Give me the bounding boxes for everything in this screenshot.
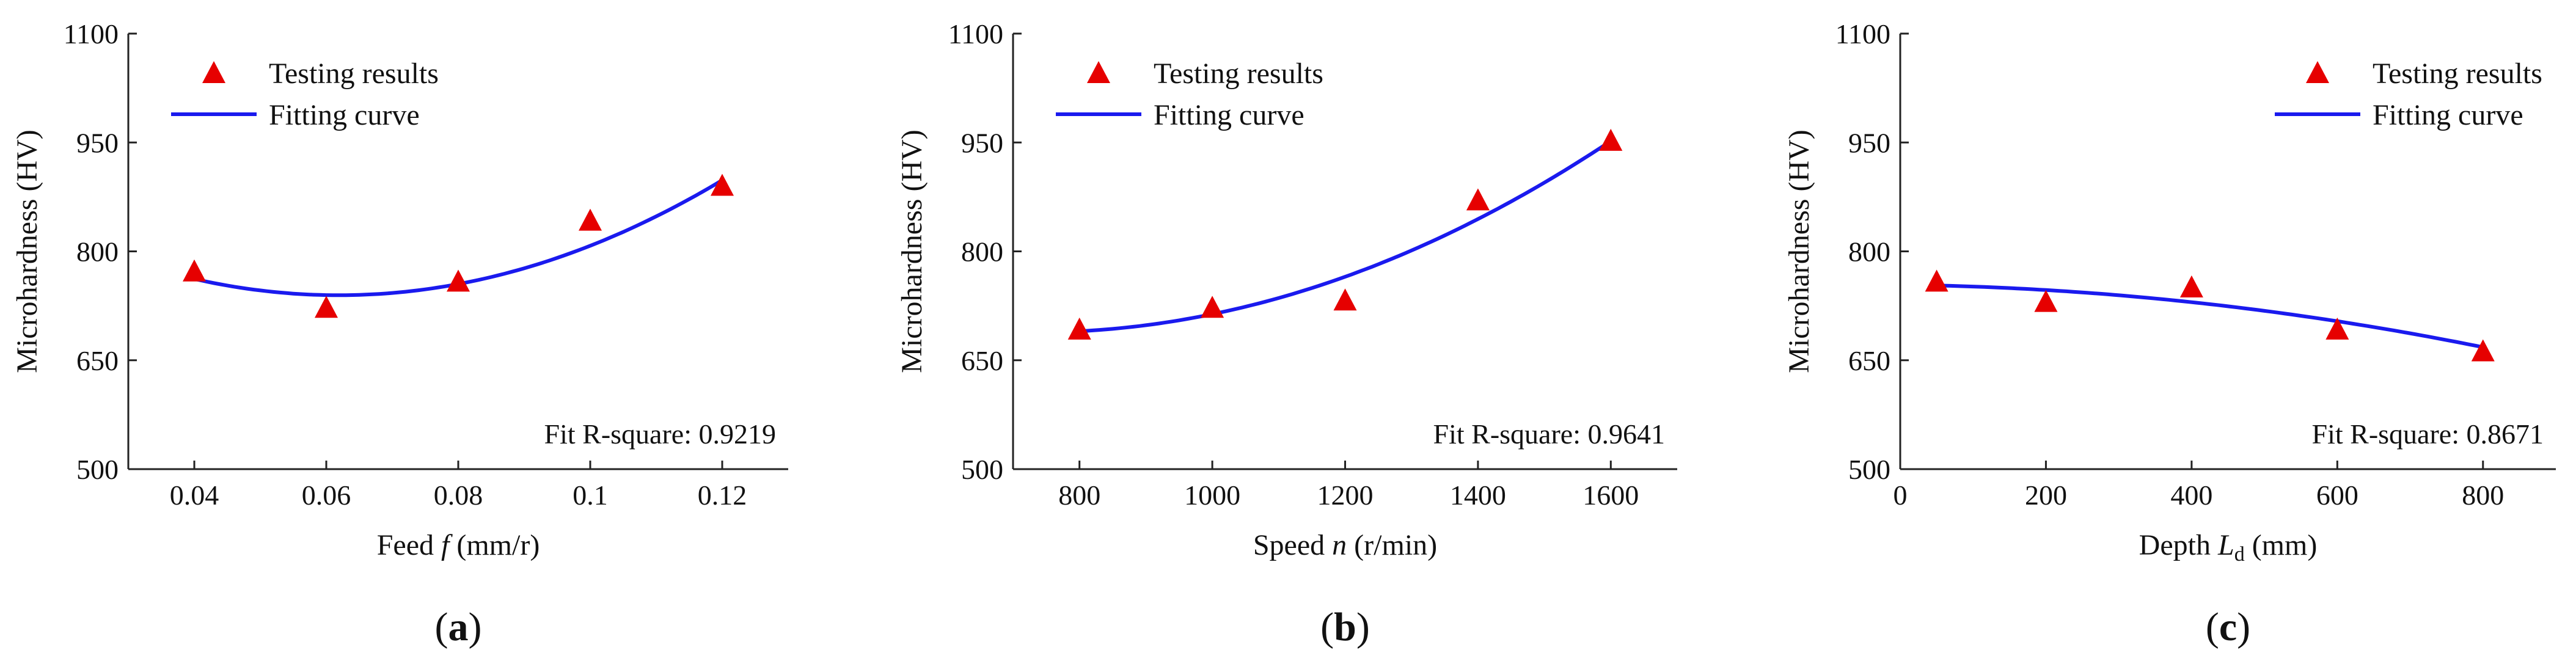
fitting-curve-line xyxy=(1936,283,2484,349)
legend-marker-icon xyxy=(1087,61,1110,83)
r-square-annotation: Fit R-square: 0.9219 xyxy=(544,418,776,450)
x-axis-title: Speed n (r/min) xyxy=(1253,529,1437,561)
testing-result-point xyxy=(711,173,734,196)
panel-label-close-paren: ) xyxy=(2237,605,2250,649)
x-tick-label: 800 xyxy=(1058,480,1100,511)
fitting-curve-line xyxy=(1079,139,1612,334)
testing-result-point xyxy=(1067,317,1091,340)
testing-result-point xyxy=(1201,296,1224,318)
x-axis-title-suffix: (mm) xyxy=(2245,529,2318,561)
r-square-annotation: Fit R-square: 0.9641 xyxy=(1433,418,1665,450)
x-tick-label: 1200 xyxy=(1317,480,1374,511)
testing-result-point xyxy=(1599,128,1623,151)
x-tick-label: 400 xyxy=(2170,480,2212,511)
x-tick-label: 1000 xyxy=(1184,480,1240,511)
y-tick-label: 650 xyxy=(76,345,119,376)
testing-result-point xyxy=(183,259,206,282)
testing-result-point xyxy=(2179,275,2203,297)
x-tick-label: 0.08 xyxy=(434,480,483,511)
x-tick-label: 800 xyxy=(2462,480,2504,511)
x-axis-title-prefix: Feed xyxy=(377,529,441,561)
x-axis-title-subscript: d xyxy=(2234,543,2245,566)
chart-panel-a: 500 650 800 950 1100 0.04 0.06 0.08 0.1 0.12 Micro… xyxy=(11,18,788,649)
x-tick-label: 0.12 xyxy=(698,480,747,511)
x-tick-label: 0.04 xyxy=(170,480,219,511)
y-tick-label: 500 xyxy=(1848,454,1890,485)
legend-fitting-curve-label: Fitting curve xyxy=(1154,99,1304,131)
x-axis-title-suffix: (mm/r) xyxy=(449,529,540,561)
panel-label-open-paren: ( xyxy=(435,605,448,649)
chart-panel-b: 500 650 800 950 1100 800 1000 1200 1400 1600 Micro… xyxy=(896,18,1677,649)
panel-label-close-paren: ) xyxy=(469,605,482,649)
x-axis-title: Feed f (mm/r) xyxy=(377,529,540,561)
y-tick-label: 500 xyxy=(961,454,1003,485)
y-tick-label: 800 xyxy=(1848,236,1890,268)
x-tick-label: 1600 xyxy=(1583,480,1639,511)
testing-result-point xyxy=(2034,290,2058,312)
panel-label: (c) xyxy=(2206,605,2250,649)
testing-result-point xyxy=(447,269,470,292)
testing-result-point xyxy=(2325,317,2349,340)
y-tick-label: 800 xyxy=(961,236,1003,268)
testing-result-point xyxy=(579,208,602,231)
y-tick-label: 1100 xyxy=(64,18,119,49)
x-axis-title-variable: L xyxy=(2217,529,2234,561)
panel-label-letter: a xyxy=(448,605,469,649)
legend-testing-results-label: Testing results xyxy=(2373,57,2542,90)
y-tick-label: 800 xyxy=(76,236,119,268)
y-tick-label: 1100 xyxy=(948,18,1003,49)
legend-fitting-curve-label: Fitting curve xyxy=(2373,99,2523,131)
legend-marker-icon xyxy=(202,61,225,83)
testing-result-point xyxy=(1925,269,1948,292)
x-tick-label: 600 xyxy=(2316,480,2358,511)
x-tick-label: 1400 xyxy=(1450,480,1506,511)
panel-label-letter: b xyxy=(1334,605,1356,649)
y-tick-label: 650 xyxy=(961,345,1003,376)
panel-label-open-paren: ( xyxy=(2206,605,2219,649)
x-tick-label: 0.06 xyxy=(302,480,351,511)
y-tick-label: 950 xyxy=(961,127,1003,158)
panel-label-open-paren: ( xyxy=(1320,605,1334,649)
y-axis-title: Microhardness (HV) xyxy=(1783,130,1815,373)
legend-marker-icon xyxy=(2306,61,2329,83)
y-tick-label: 500 xyxy=(76,454,119,485)
testing-result-point xyxy=(1333,288,1357,311)
x-axis-title-prefix: Depth xyxy=(2139,529,2218,561)
panel-label-close-paren: ) xyxy=(1356,605,1370,649)
x-tick-label: 0 xyxy=(1894,480,1908,511)
x-axis-title: Depth Ld (mm) xyxy=(2139,529,2318,566)
x-tick-label: 0.1 xyxy=(573,480,608,511)
panel-label-letter: c xyxy=(2219,605,2237,649)
y-tick-label: 950 xyxy=(1848,127,1890,158)
y-tick-label: 650 xyxy=(1848,345,1890,376)
r-square-annotation: Fit R-square: 0.8671 xyxy=(2312,418,2544,450)
testing-result-point xyxy=(2471,339,2495,362)
chart-panel-c: 500 650 800 950 1100 0 200 400 600 800 Microhardne… xyxy=(1783,18,2556,649)
y-tick-label: 1100 xyxy=(1835,18,1890,49)
testing-result-point xyxy=(1466,188,1490,211)
x-axis-title-prefix: Speed xyxy=(1253,529,1332,561)
x-tick-label: 200 xyxy=(2025,480,2067,511)
panel-label: (b) xyxy=(1320,605,1370,649)
x-axis-title-variable: n xyxy=(1332,529,1347,561)
y-axis-title: Microhardness (HV) xyxy=(11,130,43,373)
x-axis-title-suffix: (r/min) xyxy=(1347,529,1437,561)
legend-fitting-curve-label: Fitting curve xyxy=(269,99,420,131)
testing-result-point xyxy=(315,296,338,318)
legend-testing-results-label: Testing results xyxy=(1154,57,1323,90)
y-tick-label: 950 xyxy=(76,127,119,158)
y-axis-title: Microhardness (HV) xyxy=(896,130,928,373)
legend-testing-results-label: Testing results xyxy=(269,57,439,90)
panel-label: (a) xyxy=(435,605,482,649)
